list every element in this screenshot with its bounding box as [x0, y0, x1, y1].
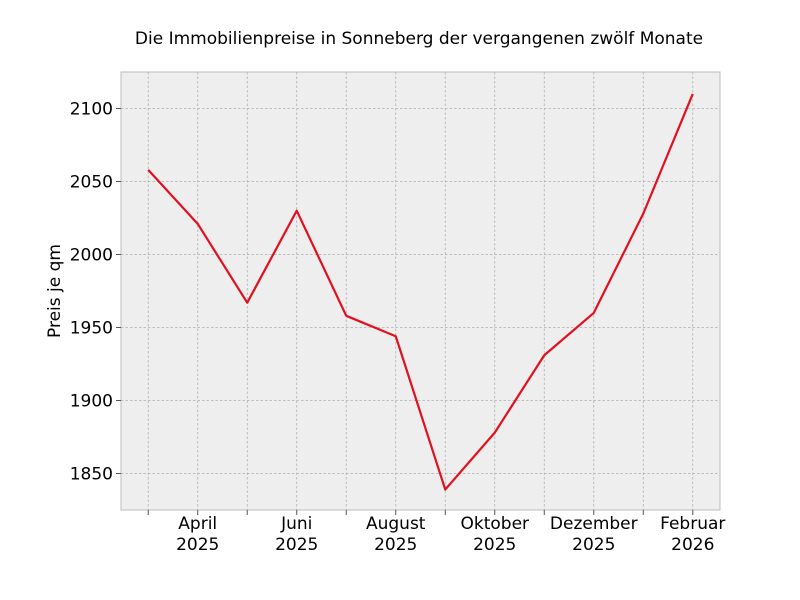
- y-tick-label: 1850: [70, 465, 113, 485]
- x-tick-label-year: 2025: [473, 535, 516, 555]
- y-tick-label: 1900: [70, 392, 113, 412]
- x-tick-label-year: 2025: [374, 535, 417, 555]
- y-axis-label: Preis je qm: [45, 244, 65, 338]
- series: [147, 93, 694, 491]
- x-tick-label-year: 2025: [176, 535, 219, 555]
- x-tick-label-month: Dezember: [550, 514, 638, 534]
- series-line: [147, 93, 694, 491]
- x-tick-label-year: 2026: [671, 535, 714, 555]
- axis-ticks: 185019001950200020502100April2025Juni202…: [70, 100, 726, 556]
- y-tick-label: 2050: [70, 173, 113, 193]
- x-tick-label-month: April: [178, 514, 217, 534]
- y-tick-label: 1950: [70, 319, 113, 339]
- x-tick-label-year: 2025: [275, 535, 318, 555]
- x-tick-label-month: Juni: [280, 514, 312, 534]
- y-tick-label: 2100: [70, 100, 113, 120]
- y-tick-label: 2000: [70, 246, 113, 266]
- x-tick-label-month: Oktober: [460, 514, 529, 534]
- chart-title: Die Immobilienpreise in Sonneberg der ve…: [135, 29, 703, 49]
- grid: [121, 72, 720, 510]
- x-tick-label-month: Februar: [660, 514, 725, 534]
- plot-area: [120, 71, 721, 511]
- x-tick-label-year: 2025: [572, 535, 615, 555]
- x-tick-label-month: August: [366, 514, 426, 534]
